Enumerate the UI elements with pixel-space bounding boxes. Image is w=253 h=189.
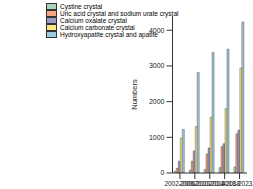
svg-text:1000: 1000 bbox=[149, 134, 165, 141]
svg-text:3000: 3000 bbox=[149, 62, 165, 69]
html-text:Calcium oxalate crystal: Calcium oxalate crystal bbox=[60, 17, 127, 24]
html-text:Uric acid crystal and sodium u: Uric acid crystal and sodium urate cryst… bbox=[60, 10, 179, 17]
svg-text:2018-2023.2: 2018-2023.2 bbox=[221, 180, 253, 187]
svg-text:Numbers: Numbers bbox=[130, 79, 139, 110]
svg-text:4000: 4000 bbox=[149, 27, 165, 34]
svg-text:2000: 2000 bbox=[149, 98, 165, 105]
html-text:Cystine crystal: Cystine crystal bbox=[60, 3, 103, 10]
html-text:Calcium carbonate crystal: Calcium carbonate crystal bbox=[60, 24, 135, 31]
html-text:Hydroxyapatite crystal and apa: Hydroxyapatite crystal and apatite bbox=[60, 31, 158, 38]
svg-text:0: 0 bbox=[161, 169, 165, 176]
